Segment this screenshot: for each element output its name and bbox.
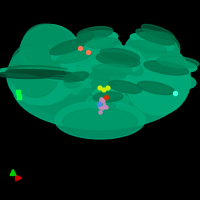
Ellipse shape	[78, 88, 98, 102]
Ellipse shape	[135, 86, 149, 98]
Point	[104, 105, 108, 109]
Ellipse shape	[64, 76, 82, 88]
Point	[101, 98, 105, 102]
Ellipse shape	[77, 27, 113, 39]
Ellipse shape	[12, 45, 188, 130]
Ellipse shape	[136, 29, 174, 45]
Ellipse shape	[91, 57, 139, 73]
Ellipse shape	[147, 58, 197, 72]
Ellipse shape	[144, 61, 188, 75]
Ellipse shape	[96, 53, 140, 67]
Ellipse shape	[21, 44, 175, 120]
Point	[106, 86, 110, 90]
Ellipse shape	[23, 24, 67, 66]
Ellipse shape	[68, 32, 122, 68]
Point	[16, 90, 20, 94]
Ellipse shape	[69, 81, 91, 95]
Ellipse shape	[141, 75, 183, 89]
Ellipse shape	[16, 70, 72, 74]
Ellipse shape	[38, 75, 84, 81]
Ellipse shape	[157, 56, 199, 68]
Ellipse shape	[111, 94, 129, 106]
Ellipse shape	[77, 36, 99, 48]
Ellipse shape	[8, 66, 72, 74]
Ellipse shape	[10, 43, 60, 97]
Ellipse shape	[125, 32, 179, 72]
Ellipse shape	[78, 31, 118, 45]
Ellipse shape	[110, 74, 146, 90]
Ellipse shape	[28, 71, 86, 79]
Ellipse shape	[168, 75, 196, 89]
Ellipse shape	[76, 31, 94, 43]
Ellipse shape	[6, 70, 66, 74]
Ellipse shape	[27, 73, 79, 77]
Point	[97, 102, 101, 106]
Ellipse shape	[127, 64, 143, 76]
Ellipse shape	[7, 45, 77, 105]
Ellipse shape	[140, 32, 180, 64]
Ellipse shape	[108, 81, 142, 93]
Ellipse shape	[17, 67, 79, 77]
Point	[98, 105, 102, 109]
Ellipse shape	[100, 98, 116, 110]
Ellipse shape	[63, 72, 89, 82]
Point	[98, 110, 102, 114]
Point	[104, 95, 108, 99]
Ellipse shape	[129, 40, 167, 54]
Ellipse shape	[52, 44, 92, 60]
Ellipse shape	[63, 66, 93, 78]
Ellipse shape	[62, 108, 138, 136]
Point	[86, 50, 90, 54]
Ellipse shape	[20, 24, 80, 80]
Point	[102, 88, 106, 92]
Ellipse shape	[141, 24, 175, 40]
Ellipse shape	[55, 101, 145, 139]
Ellipse shape	[100, 48, 140, 62]
Ellipse shape	[50, 39, 86, 55]
Point	[98, 86, 102, 90]
Ellipse shape	[0, 71, 52, 79]
Point	[78, 46, 82, 50]
Ellipse shape	[57, 51, 91, 63]
Ellipse shape	[90, 70, 126, 80]
Ellipse shape	[39, 74, 91, 82]
Point	[102, 104, 106, 108]
Ellipse shape	[93, 86, 127, 98]
Ellipse shape	[0, 67, 66, 77]
Ellipse shape	[130, 33, 174, 51]
Ellipse shape	[137, 81, 175, 95]
Ellipse shape	[93, 92, 123, 102]
Ellipse shape	[125, 45, 191, 115]
Ellipse shape	[85, 37, 119, 49]
Point	[173, 91, 177, 95]
Ellipse shape	[86, 96, 104, 108]
Point	[17, 95, 21, 99]
Point	[99, 97, 103, 101]
Ellipse shape	[92, 64, 132, 76]
